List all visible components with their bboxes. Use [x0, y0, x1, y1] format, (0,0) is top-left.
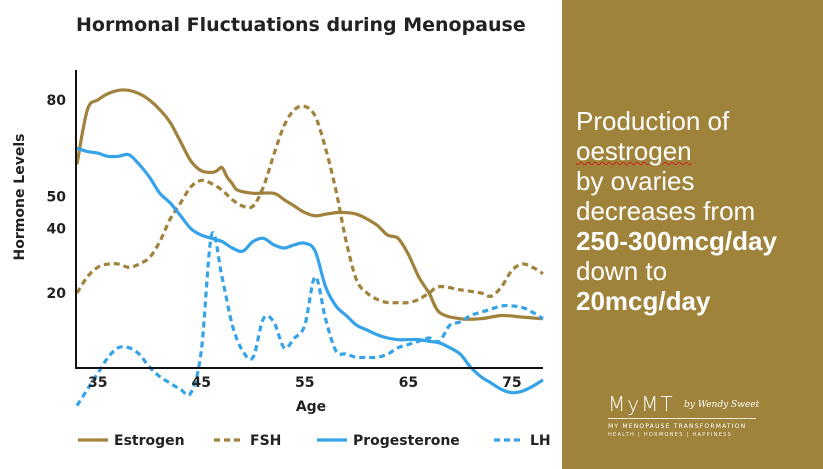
- panel-line-3: by ovaries: [576, 166, 695, 196]
- tick-layer: 35 45 55 65 75 20 40 50 80: [47, 93, 522, 391]
- legend-label-progesterone: Progesterone: [353, 433, 460, 449]
- logo-subtitle: MY MENOPAUSE TRANSFORMATION: [608, 423, 747, 430]
- x-axis-label: Age: [296, 399, 326, 415]
- panel-line-5: 250-300mcg/day: [576, 226, 777, 256]
- y-tick-label: 20: [47, 286, 67, 302]
- estrogen-line: [75, 88, 544, 321]
- legend-label-fsh: FSH: [250, 433, 281, 449]
- progesterone-line: [76, 146, 544, 395]
- legend: Estrogen FSH Progesterone LH: [78, 433, 551, 449]
- x-tick-label: 75: [502, 375, 521, 391]
- logo-wordmark: MyMT: [608, 392, 675, 416]
- chart-svg: Hormonal Fluctuations during Menopause 3…: [12, 14, 551, 449]
- legend-label-estrogen: Estrogen: [114, 433, 185, 449]
- panel-line-2: oestrogen: [576, 136, 692, 166]
- mymt-logo: MyMT by Wendy Sweet MY MENOPAUSE TRANSFO…: [608, 392, 760, 452]
- legend-label-lh: LH: [530, 433, 551, 449]
- y-tick-label: 80: [47, 93, 67, 109]
- x-tick-label: 65: [399, 375, 418, 391]
- chart-title: Hormonal Fluctuations during Menopause: [76, 14, 526, 36]
- x-tick-label: 45: [192, 375, 211, 391]
- panel-line-6: down to: [576, 256, 668, 286]
- panel-line-7: 20mcg/day: [576, 286, 711, 316]
- logo-divider: [608, 418, 756, 419]
- y-tick-label: 40: [47, 222, 67, 238]
- x-tick-label: 35: [88, 375, 107, 391]
- panel-line-1: Production of: [576, 106, 730, 136]
- series-layer: [75, 88, 544, 407]
- x-tick-label: 55: [295, 375, 314, 391]
- logo-signature: by Wendy Sweet: [684, 400, 760, 410]
- y-tick-label: 50: [47, 190, 67, 206]
- panel-text: Production of oestrogen by ovaries decre…: [576, 106, 816, 316]
- y-axis-label: Hormone Levels: [12, 134, 28, 261]
- chart-area: Hormonal Fluctuations during Menopause 3…: [12, 14, 551, 449]
- fsh-line: [75, 104, 544, 305]
- side-panel: Production of oestrogen by ovaries decre…: [562, 0, 823, 469]
- panel-line-4: decreases from: [576, 196, 756, 226]
- logo-tagline: HEALTH | HORMONES | HAPPINESS: [608, 432, 733, 438]
